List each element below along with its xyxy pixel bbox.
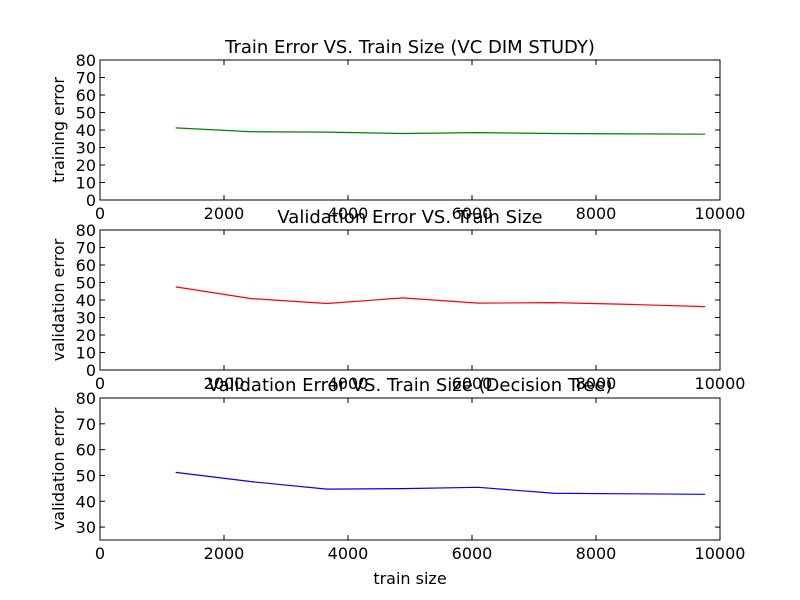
- y-axis-label: training error: [49, 77, 68, 183]
- y-tick-label: 70: [76, 69, 96, 88]
- x-tick-label: 4000: [328, 544, 369, 563]
- y-tick-label: 50: [76, 104, 96, 123]
- x-tick-label: 10000: [695, 374, 746, 393]
- x-tick-label: 4000: [328, 374, 369, 393]
- x-tick-label: 6000: [452, 204, 493, 223]
- y-tick-label: 40: [76, 492, 96, 511]
- y-tick-label: 20: [76, 326, 96, 345]
- x-tick-label: 0: [95, 544, 105, 563]
- y-tick-label: 0: [86, 361, 96, 380]
- chart-title: Validation Error VS. Train Size (Decisio…: [208, 375, 613, 396]
- x-tick-label: 2000: [204, 204, 245, 223]
- y-tick-label: 20: [76, 156, 96, 175]
- chart-title: Validation Error VS. Train Size: [277, 207, 542, 228]
- y-tick-label: 60: [76, 256, 96, 275]
- y-tick-label: 60: [76, 86, 96, 105]
- y-tick-label: 10: [76, 344, 96, 363]
- plot-frame: [99, 397, 721, 541]
- y-tick-label: 60: [76, 441, 96, 460]
- y-tick-label: 0: [86, 191, 96, 210]
- y-axis-label: validation error: [49, 238, 68, 361]
- x-tick-label: 2000: [204, 544, 245, 563]
- x-tick-label: 2000: [204, 374, 245, 393]
- x-tick-label: 8000: [576, 204, 617, 223]
- series-line: [175, 127, 706, 135]
- y-tick-label: 40: [76, 121, 96, 140]
- y-axis-label: validation error: [49, 407, 68, 530]
- y-tick-label: 70: [76, 239, 96, 258]
- series-line: [175, 286, 706, 308]
- y-tick-label: 80: [76, 221, 96, 240]
- y-tick-label: 50: [76, 274, 96, 293]
- y-tick-label: 30: [76, 518, 96, 537]
- subplot-decision-tree: Validation Error VS. Train Size (Decisio…: [49, 375, 745, 588]
- y-tick-label: 30: [76, 309, 96, 328]
- x-tick-label: 8000: [576, 544, 617, 563]
- x-tick-label: 0: [95, 374, 105, 393]
- y-tick-label: 80: [76, 51, 96, 70]
- y-tick-label: 80: [76, 389, 96, 408]
- x-tick-label: 4000: [328, 204, 369, 223]
- y-tick-label: 40: [76, 291, 96, 310]
- y-tick-label: 10: [76, 174, 96, 193]
- x-tick-label: 10000: [695, 204, 746, 223]
- subplot-train-error: Train Error VS. Train Size (VC DIM STUDY…: [49, 37, 745, 223]
- x-tick-label: 6000: [452, 544, 493, 563]
- y-tick-label: 70: [76, 415, 96, 434]
- series-line: [175, 471, 706, 495]
- y-tick-label: 50: [76, 466, 96, 485]
- x-tick-label: 10000: [695, 544, 746, 563]
- y-tick-label: 30: [76, 139, 96, 158]
- chart-title: Train Error VS. Train Size (VC DIM STUDY…: [224, 37, 595, 58]
- x-tick-label: 0: [95, 204, 105, 223]
- subplot-validation-error: Validation Error VS. Train Size validati…: [49, 207, 745, 393]
- x-tick-label: 6000: [452, 374, 493, 393]
- x-axis-label: train size: [373, 569, 446, 588]
- x-tick-label: 8000: [576, 374, 617, 393]
